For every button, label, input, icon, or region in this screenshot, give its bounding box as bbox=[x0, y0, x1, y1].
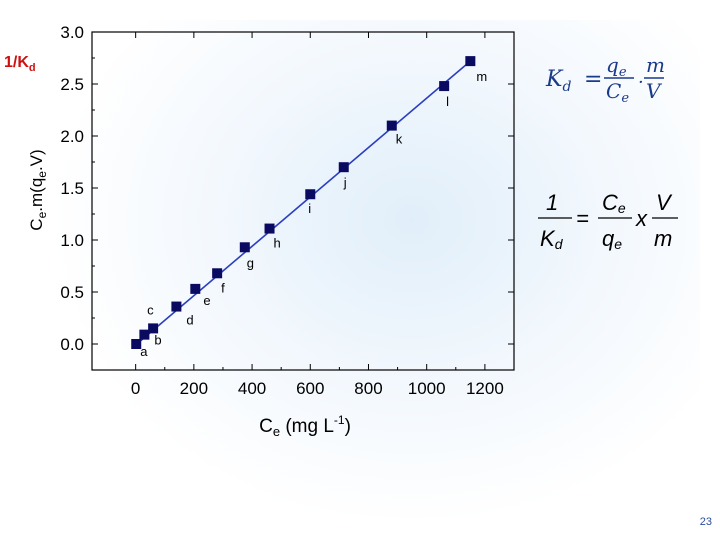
point-label-g: g bbox=[247, 255, 254, 270]
point-label-e: e bbox=[203, 293, 210, 308]
page-number: 23 bbox=[699, 516, 712, 528]
point-label-h: h bbox=[274, 236, 281, 251]
point-label-j: j bbox=[343, 175, 347, 190]
y-tick-label: 2.5 bbox=[60, 75, 84, 94]
fit-line-layer bbox=[135, 60, 471, 346]
fit-line bbox=[135, 60, 471, 346]
point-label-a: a bbox=[140, 344, 148, 359]
y-tick-label: 0.5 bbox=[60, 283, 84, 302]
data-point-h bbox=[264, 223, 275, 234]
point-label-d: d bbox=[186, 313, 193, 328]
data-point-d bbox=[171, 301, 182, 312]
svg-text:m: m bbox=[646, 53, 665, 77]
data-point-k bbox=[386, 120, 397, 131]
data-points: ab c def g h i j k l m bbox=[131, 56, 487, 359]
x-axis-label: Ce (mg L-1) bbox=[259, 413, 351, 439]
data-point-i bbox=[305, 189, 316, 200]
svg-text:qe: qe bbox=[606, 53, 627, 80]
data-point-a bbox=[131, 339, 142, 349]
tick-labels: 0 200 400 600 800 1000 1200 0.0 0.5 1.0 1.5 2.0 2.5 3… bbox=[60, 23, 503, 398]
svg-text:x: x bbox=[635, 206, 648, 231]
y-tick-label: 0.0 bbox=[60, 335, 84, 354]
point-label-k: k bbox=[396, 132, 403, 147]
axes bbox=[91, 31, 515, 371]
x-tick-label: 600 bbox=[296, 379, 324, 398]
svg-text:=: = bbox=[584, 67, 602, 92]
svg-text:Kd: Kd bbox=[540, 226, 564, 252]
y-tick-label: 3.0 bbox=[60, 23, 84, 42]
svg-text:Ce: Ce bbox=[602, 190, 626, 216]
x-tick-label: 400 bbox=[238, 379, 266, 398]
x-tick-label: 0 bbox=[131, 379, 140, 398]
svg-text:qe: qe bbox=[602, 226, 622, 252]
x-tick-label: 1000 bbox=[408, 379, 446, 398]
point-label-i: i bbox=[308, 201, 311, 216]
point-label-m: m bbox=[476, 69, 487, 84]
y-tick-label: 1.5 bbox=[60, 179, 84, 198]
data-point-l bbox=[439, 81, 450, 92]
data-point-m bbox=[465, 56, 476, 67]
point-label-b: b bbox=[154, 333, 161, 348]
data-point-j bbox=[338, 162, 349, 173]
inverse-kd-equation: 1 Kd = Ce qe x V m bbox=[538, 190, 678, 252]
svg-text:V: V bbox=[656, 190, 673, 215]
plot-frame bbox=[91, 31, 515, 371]
y-axis-label: Ce.m(qe.V) bbox=[27, 149, 49, 230]
svg-text:1: 1 bbox=[546, 190, 558, 215]
point-label-l: l bbox=[446, 94, 449, 109]
svg-text:Ce: Ce bbox=[606, 79, 629, 106]
x-tick-label: 800 bbox=[354, 379, 382, 398]
y-corner-label: 1/Kd bbox=[4, 54, 36, 75]
svg-text:=: = bbox=[576, 206, 589, 231]
x-tick-label: 200 bbox=[180, 379, 208, 398]
point-label-c: c bbox=[147, 302, 154, 317]
kd-equation: Kd = qe Ce · m V bbox=[545, 53, 665, 106]
data-point-c bbox=[148, 323, 159, 334]
data-point-g bbox=[239, 242, 250, 253]
svg-text:·: · bbox=[638, 72, 644, 93]
data-point-e bbox=[190, 283, 201, 294]
y-tick-label: 2.0 bbox=[60, 127, 84, 146]
svg-text:m: m bbox=[654, 226, 672, 251]
svg-text:Kd: Kd bbox=[545, 67, 571, 95]
y-tick-label: 1.0 bbox=[60, 231, 84, 250]
kd-symbol: K bbox=[545, 67, 564, 92]
point-label-f: f bbox=[221, 280, 225, 295]
svg-text:V: V bbox=[646, 79, 663, 103]
x-tick-label: 1200 bbox=[466, 379, 504, 398]
data-point-f bbox=[212, 268, 223, 279]
data-point-b bbox=[139, 329, 150, 340]
